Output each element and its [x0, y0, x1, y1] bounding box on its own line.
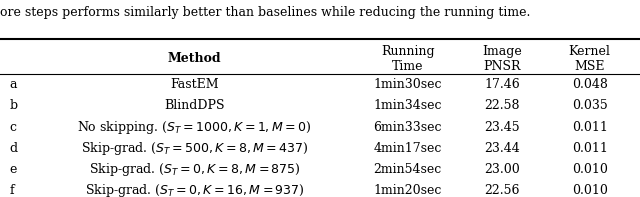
- Text: 6min33sec: 6min33sec: [374, 121, 442, 134]
- Text: a: a: [10, 78, 17, 91]
- Text: Method: Method: [168, 52, 221, 65]
- Text: f: f: [10, 184, 14, 197]
- Text: FastEM: FastEM: [170, 78, 219, 91]
- Text: 0.035: 0.035: [572, 99, 607, 112]
- Text: 2min54sec: 2min54sec: [374, 163, 442, 176]
- Text: 1min30sec: 1min30sec: [374, 78, 442, 91]
- Text: Kernel
MSE: Kernel MSE: [569, 45, 611, 73]
- Text: 0.048: 0.048: [572, 78, 607, 91]
- Text: BlindDPS: BlindDPS: [164, 99, 225, 112]
- Text: ore steps performs similarly better than baselines while reducing the running ti: ore steps performs similarly better than…: [0, 6, 531, 19]
- Text: 22.56: 22.56: [484, 184, 520, 197]
- Text: Skip-grad. ($S_T = 0, K = 8, M = 875$): Skip-grad. ($S_T = 0, K = 8, M = 875$): [89, 161, 300, 178]
- Text: 22.58: 22.58: [484, 99, 520, 112]
- Text: Skip-grad. ($S_T = 0, K = 16, M = 937$): Skip-grad. ($S_T = 0, K = 16, M = 937$): [84, 182, 305, 197]
- Text: No skipping. ($S_T = 1000, K = 1, M = 0$): No skipping. ($S_T = 1000, K = 1, M = 0$…: [77, 119, 312, 136]
- Text: Running
Time: Running Time: [381, 45, 435, 73]
- Text: Image
PNSR: Image PNSR: [482, 45, 522, 73]
- Text: 1min20sec: 1min20sec: [374, 184, 442, 197]
- Text: 1min34sec: 1min34sec: [374, 99, 442, 112]
- Text: 4min17sec: 4min17sec: [374, 142, 442, 155]
- Text: b: b: [10, 99, 18, 112]
- Text: 23.45: 23.45: [484, 121, 520, 134]
- Text: 0.010: 0.010: [572, 184, 607, 197]
- Text: 0.010: 0.010: [572, 163, 607, 176]
- Text: 0.011: 0.011: [572, 142, 607, 155]
- Text: e: e: [10, 163, 17, 176]
- Text: 0.011: 0.011: [572, 121, 607, 134]
- Text: 23.00: 23.00: [484, 163, 520, 176]
- Text: 17.46: 17.46: [484, 78, 520, 91]
- Text: d: d: [10, 142, 18, 155]
- Text: c: c: [10, 121, 17, 134]
- Text: 23.44: 23.44: [484, 142, 520, 155]
- Text: Skip-grad. ($S_T = 500, K = 8, M = 437$): Skip-grad. ($S_T = 500, K = 8, M = 437$): [81, 140, 308, 157]
